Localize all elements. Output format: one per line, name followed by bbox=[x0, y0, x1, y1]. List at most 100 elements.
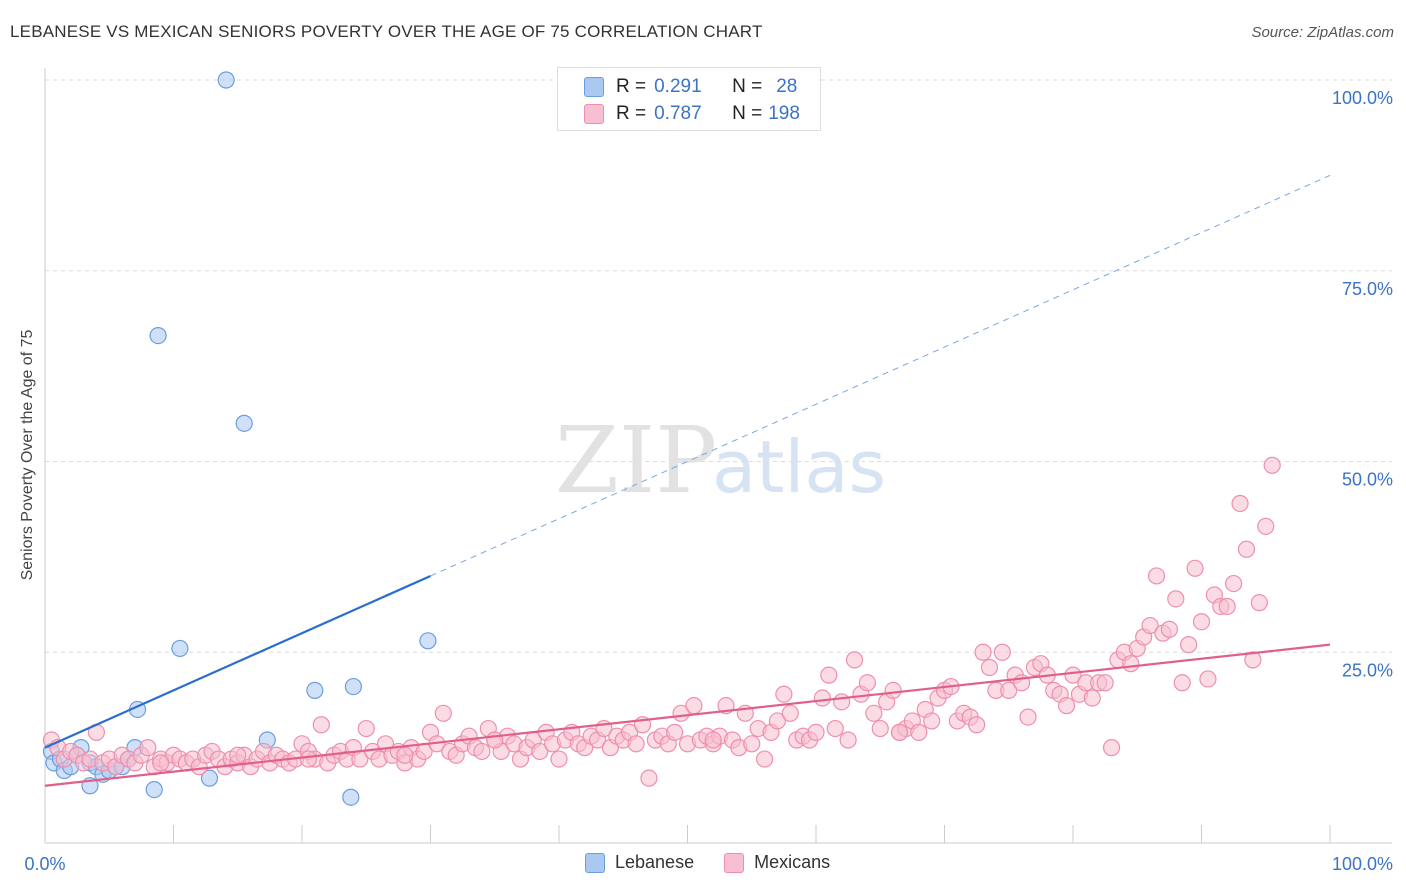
point-mexicans bbox=[871, 719, 889, 738]
point-mexicans bbox=[1192, 613, 1211, 631]
x-tick-label: 100.0% bbox=[1332, 854, 1393, 874]
point-mexicans bbox=[704, 731, 722, 749]
y-tick-label: 25.0% bbox=[1342, 660, 1393, 680]
legend: R = 0.291 N = 28 R = 0.787 N = 198 bbox=[557, 67, 821, 131]
chart-title: LEBANESE VS MEXICAN SENIORS POVERTY OVER… bbox=[10, 22, 763, 41]
point-mexicans bbox=[229, 746, 247, 764]
point-mexicans bbox=[865, 704, 883, 722]
point-mexicans bbox=[1167, 590, 1185, 608]
point-mexicans bbox=[993, 643, 1011, 661]
legend-r-value: 0.787 bbox=[654, 103, 702, 124]
point-mexicans bbox=[1218, 597, 1236, 616]
point-mexicans bbox=[910, 723, 928, 741]
point-mexicans bbox=[833, 693, 851, 711]
point-mexicans bbox=[531, 742, 549, 761]
bottom-legend-swatch-mexicans bbox=[724, 852, 745, 873]
point-mexicans bbox=[974, 643, 992, 661]
bottom-legend-swatch-lebanese bbox=[585, 852, 605, 873]
point-mexicans bbox=[1057, 697, 1076, 715]
point-mexicans bbox=[1231, 494, 1249, 513]
trend-line-lebanese-extension bbox=[430, 174, 1331, 577]
point-mexicans bbox=[1000, 681, 1018, 700]
point-mexicans bbox=[1263, 456, 1281, 474]
point-lebanese bbox=[235, 414, 253, 432]
legend-swatch-mexicans bbox=[584, 104, 604, 124]
legend-n-label: N = bbox=[732, 103, 763, 124]
point-mexicans bbox=[768, 712, 787, 730]
watermark-atlas: atlas bbox=[712, 425, 886, 509]
point-mexicans bbox=[890, 723, 909, 741]
point-mexicans bbox=[755, 750, 774, 768]
legend-r-label: R = bbox=[616, 103, 647, 124]
point-mexicans bbox=[1244, 651, 1262, 669]
point-mexicans bbox=[139, 739, 157, 757]
legend-row-mexicans: R = 0.787 N = 198 bbox=[584, 102, 800, 126]
point-mexicans bbox=[1019, 708, 1037, 726]
point-mexicans bbox=[550, 750, 568, 768]
point-mexicans bbox=[923, 712, 941, 730]
point-lebanese bbox=[419, 632, 437, 650]
point-lebanese bbox=[149, 327, 167, 345]
point-mexicans bbox=[396, 746, 414, 764]
point-lebanese bbox=[171, 639, 189, 658]
point-mexicans bbox=[1096, 674, 1114, 692]
y-tick-label: 100.0% bbox=[1332, 88, 1393, 108]
data-points bbox=[42, 71, 1281, 806]
point-mexicans bbox=[1147, 567, 1166, 585]
point-mexicans bbox=[1237, 540, 1256, 558]
point-mexicans bbox=[820, 666, 838, 684]
point-mexicans bbox=[666, 723, 684, 741]
point-mexicans bbox=[775, 685, 793, 703]
point-mexicans bbox=[434, 704, 452, 722]
bottom-legend-lebanese: Lebanese bbox=[585, 852, 694, 873]
trend-line-mexicans bbox=[44, 643, 1331, 787]
point-mexicans bbox=[1102, 739, 1121, 757]
legend-n-label: N = bbox=[732, 76, 763, 97]
point-mexicans bbox=[826, 719, 844, 738]
point-lebanese bbox=[344, 677, 362, 696]
point-mexicans bbox=[743, 735, 761, 753]
point-mexicans bbox=[845, 651, 864, 669]
point-mexicans bbox=[1122, 655, 1140, 673]
point-mexicans bbox=[685, 697, 703, 715]
point-mexicans bbox=[1141, 616, 1159, 635]
y-tick-label: 50.0% bbox=[1342, 470, 1393, 490]
point-mexicans bbox=[980, 658, 999, 677]
axes bbox=[44, 68, 1392, 844]
point-lebanese bbox=[145, 780, 163, 799]
source-label: Source: ZipAtlas.com bbox=[1251, 24, 1394, 41]
watermark-zip: ZIP bbox=[555, 407, 717, 514]
point-mexicans bbox=[1250, 594, 1268, 612]
point-mexicans bbox=[1180, 636, 1198, 654]
point-mexicans bbox=[1083, 689, 1101, 707]
point-lebanese bbox=[217, 71, 235, 89]
point-mexicans bbox=[1186, 559, 1204, 577]
point-mexicans bbox=[884, 681, 902, 700]
legend-row-lebanese: R = 0.291 N = 28 bbox=[584, 75, 797, 99]
point-mexicans bbox=[627, 735, 645, 753]
point-mexicans bbox=[839, 731, 857, 749]
bottom-legend-label-mexicans: Mexicans bbox=[754, 852, 831, 872]
bottom-legend: Lebanese Mexicans bbox=[585, 852, 860, 873]
point-mexicans bbox=[473, 742, 491, 761]
trend-line-lebanese bbox=[44, 574, 431, 749]
point-mexicans bbox=[1225, 574, 1243, 593]
point-lebanese bbox=[200, 769, 219, 787]
point-lebanese bbox=[342, 788, 360, 806]
legend-swatch-lebanese bbox=[584, 77, 604, 97]
point-mexicans bbox=[299, 750, 318, 768]
point-mexicans bbox=[357, 719, 375, 738]
bottom-legend-mexicans: Mexicans bbox=[724, 852, 830, 873]
legend-n-value: 28 bbox=[776, 76, 798, 97]
bottom-legend-label-lebanese: Lebanese bbox=[615, 852, 695, 872]
trend-lines bbox=[44, 174, 1331, 787]
x-tick-label: 0.0% bbox=[24, 854, 65, 874]
legend-r-value: 0.291 bbox=[654, 76, 702, 97]
point-mexicans bbox=[1199, 670, 1217, 688]
point-mexicans bbox=[1160, 620, 1178, 638]
legend-r-label: R = bbox=[616, 76, 647, 97]
point-mexicans bbox=[813, 689, 832, 707]
point-mexicans bbox=[1257, 517, 1275, 535]
point-mexicans bbox=[968, 716, 986, 734]
